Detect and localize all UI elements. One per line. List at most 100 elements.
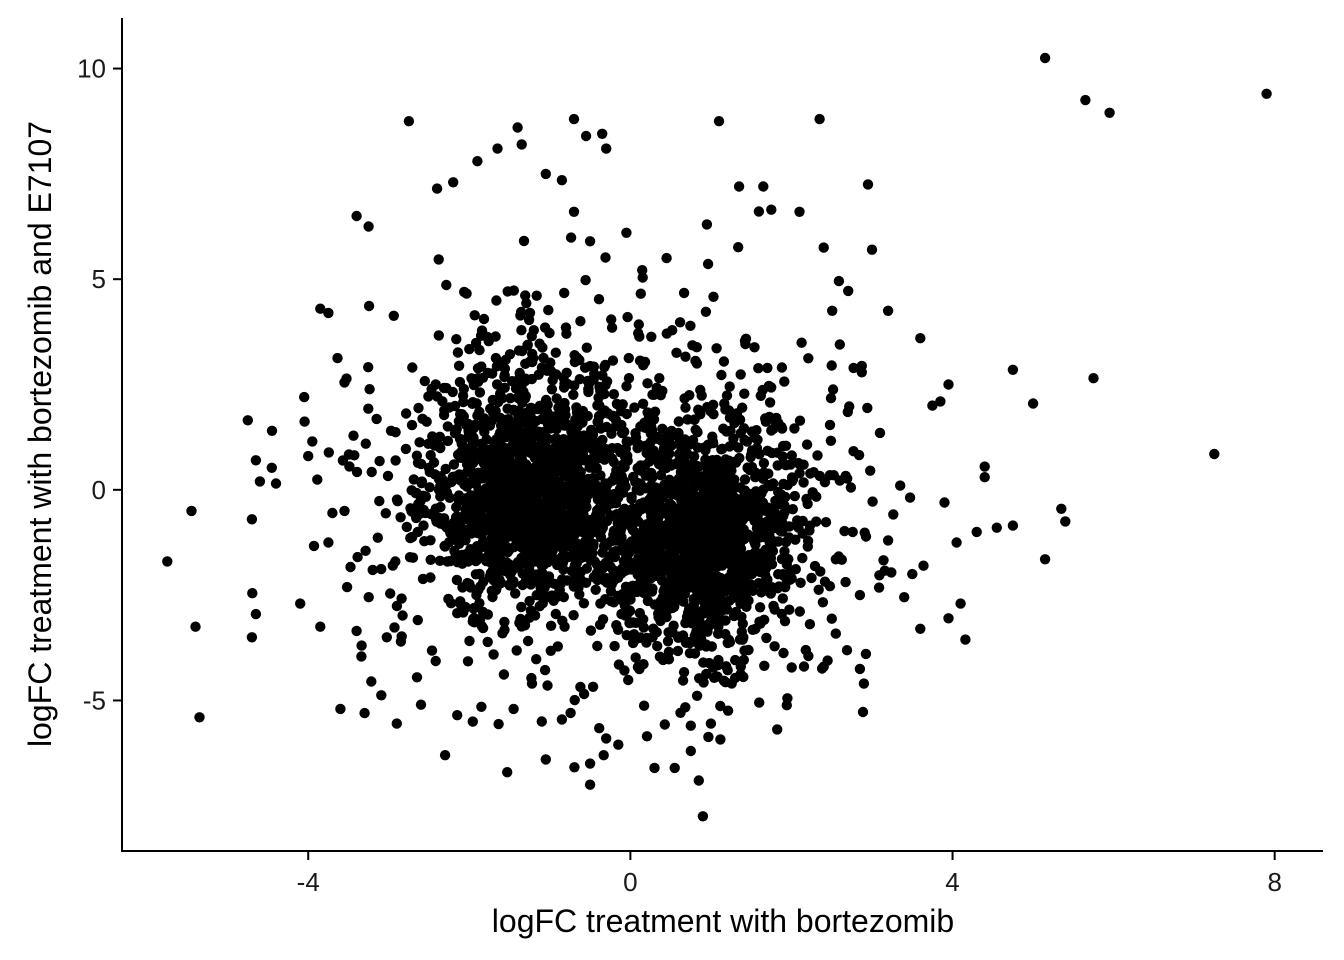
data-point xyxy=(568,610,579,621)
data-point xyxy=(689,648,701,659)
data-point xyxy=(701,668,712,680)
data-point xyxy=(401,521,412,533)
data-point xyxy=(584,758,596,769)
data-point xyxy=(859,527,870,538)
data-point xyxy=(327,507,338,519)
data-point xyxy=(567,507,578,519)
x-tick-label: 0 xyxy=(623,867,637,897)
data-point xyxy=(854,663,866,675)
data-point xyxy=(685,320,696,331)
data-point xyxy=(372,532,383,543)
x-tick-label: 4 xyxy=(945,867,959,897)
data-point xyxy=(661,560,673,571)
data-point xyxy=(489,509,500,520)
data-point xyxy=(633,319,644,330)
data-point xyxy=(587,681,599,692)
data-point xyxy=(751,442,763,454)
data-point xyxy=(496,466,507,478)
data-point xyxy=(363,221,374,232)
data-point xyxy=(687,544,698,555)
data-point xyxy=(759,660,770,671)
data-point xyxy=(315,621,326,632)
data-point xyxy=(678,596,689,607)
data-point xyxy=(758,458,770,469)
data-point xyxy=(577,417,588,428)
data-point xyxy=(606,322,618,333)
data-point xyxy=(733,590,744,601)
data-point xyxy=(733,242,744,253)
data-point xyxy=(731,455,742,467)
data-point xyxy=(1209,448,1220,460)
data-point xyxy=(608,389,620,400)
data-point xyxy=(506,575,518,587)
data-point xyxy=(576,436,588,447)
data-point xyxy=(687,340,698,351)
data-point xyxy=(592,640,603,652)
data-point xyxy=(691,690,703,701)
data-point xyxy=(597,490,609,501)
data-point xyxy=(579,455,590,466)
data-point xyxy=(740,338,751,350)
data-point xyxy=(943,613,954,624)
data-point xyxy=(747,585,758,596)
data-point xyxy=(661,252,672,264)
data-point xyxy=(606,498,617,509)
data-point xyxy=(470,569,482,580)
data-point xyxy=(717,585,729,596)
data-point xyxy=(804,525,815,536)
data-point xyxy=(605,561,616,572)
data-point xyxy=(525,471,537,483)
data-point xyxy=(655,470,667,481)
data-point xyxy=(915,623,926,634)
data-point xyxy=(532,403,543,415)
data-point xyxy=(750,623,761,635)
data-point xyxy=(526,678,538,689)
data-point xyxy=(580,130,592,142)
data-point xyxy=(531,290,542,301)
data-point xyxy=(613,739,624,750)
data-point xyxy=(603,551,614,562)
data-point xyxy=(1104,107,1115,119)
data-point xyxy=(601,449,612,461)
data-point xyxy=(448,531,459,542)
data-point xyxy=(827,305,838,316)
data-point xyxy=(351,466,363,478)
data-point xyxy=(661,577,672,588)
data-point xyxy=(778,647,789,659)
data-point xyxy=(693,404,704,415)
data-point xyxy=(525,605,537,616)
data-point xyxy=(800,644,811,656)
data-point xyxy=(439,541,451,552)
data-point xyxy=(622,436,634,447)
data-point xyxy=(542,406,553,418)
data-point xyxy=(612,624,624,635)
data-point xyxy=(593,294,605,305)
data-point xyxy=(516,379,528,390)
data-point xyxy=(514,512,525,523)
data-point xyxy=(794,415,806,426)
data-point xyxy=(610,420,622,432)
data-point xyxy=(780,440,792,451)
data-point xyxy=(616,478,627,489)
data-point xyxy=(299,416,310,427)
data-point xyxy=(682,503,693,514)
data-point xyxy=(635,576,646,588)
data-point xyxy=(609,640,620,652)
data-point xyxy=(633,516,644,527)
data-point xyxy=(826,613,837,624)
data-point xyxy=(538,590,550,601)
data-point xyxy=(536,716,547,727)
data-point xyxy=(389,622,400,633)
data-point xyxy=(376,563,387,575)
data-point xyxy=(408,474,419,485)
data-point xyxy=(589,368,600,379)
data-point xyxy=(726,465,737,476)
data-point xyxy=(878,555,889,566)
data-point xyxy=(448,517,459,528)
data-point xyxy=(468,505,480,516)
data-point xyxy=(508,703,519,715)
data-point xyxy=(454,376,466,388)
data-point xyxy=(789,490,800,502)
data-point xyxy=(420,507,431,519)
data-point xyxy=(242,415,253,426)
